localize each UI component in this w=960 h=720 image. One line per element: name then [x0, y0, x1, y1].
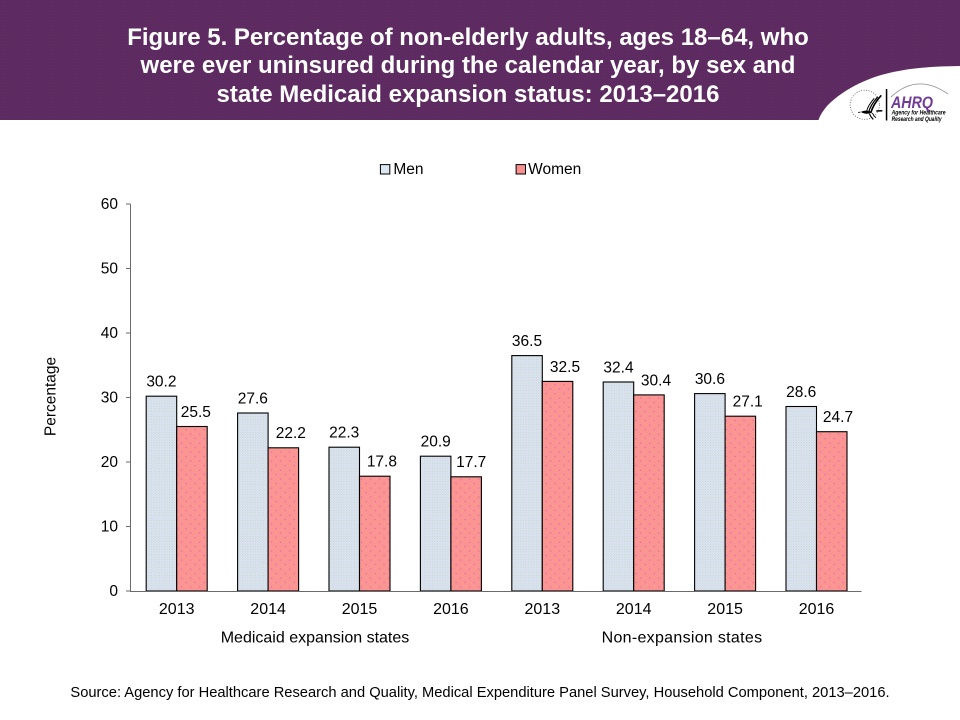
svg-text:22.3: 22.3 [329, 425, 359, 442]
svg-text:2014: 2014 [616, 601, 652, 618]
svg-text:AHRQ: AHRQ [890, 94, 933, 112]
svg-text:Percentage: Percentage [43, 357, 60, 436]
svg-text:Agency for Healthcare: Agency for Healthcare [891, 110, 946, 116]
svg-text:50: 50 [101, 261, 119, 278]
svg-text:28.6: 28.6 [786, 384, 816, 401]
svg-text:60: 60 [101, 196, 119, 213]
svg-text:20.9: 20.9 [421, 434, 451, 451]
svg-text:10: 10 [101, 519, 119, 536]
svg-text:2016: 2016 [433, 601, 469, 618]
svg-text:2013: 2013 [525, 601, 561, 618]
svg-text:2013: 2013 [159, 601, 195, 618]
svg-text:Non-expansion states: Non-expansion states [602, 630, 763, 647]
svg-text:36.5: 36.5 [512, 333, 542, 350]
svg-text:20: 20 [101, 454, 119, 471]
svg-text:25.5: 25.5 [181, 404, 211, 421]
svg-text:30: 30 [101, 390, 119, 407]
svg-text:27.6: 27.6 [238, 390, 268, 407]
svg-text:Research and Quality: Research and Quality [892, 117, 943, 123]
svg-text:30.2: 30.2 [146, 374, 176, 391]
svg-text:2015: 2015 [342, 601, 378, 618]
svg-text:30.6: 30.6 [695, 371, 725, 388]
svg-text:2016: 2016 [799, 601, 835, 618]
svg-text:17.7: 17.7 [456, 454, 486, 471]
svg-text:27.1: 27.1 [733, 394, 763, 411]
svg-text:24.7: 24.7 [823, 409, 853, 426]
svg-text:17.8: 17.8 [367, 454, 397, 471]
svg-text:32.5: 32.5 [550, 359, 580, 376]
svg-text:Medicaid expansion states: Medicaid expansion states [221, 630, 410, 647]
svg-text:40: 40 [101, 325, 119, 342]
svg-text:Source: Agency for Healthcare: Source: Agency for Healthcare Research a… [70, 685, 889, 701]
svg-text:Women: Women [528, 161, 581, 178]
svg-text:22.2: 22.2 [276, 425, 306, 442]
svg-text:30.4: 30.4 [641, 372, 672, 389]
svg-text:2015: 2015 [707, 601, 743, 618]
svg-text:2014: 2014 [250, 601, 286, 618]
svg-text:32.4: 32.4 [603, 359, 634, 376]
svg-text:0: 0 [109, 583, 118, 600]
svg-text:Men: Men [393, 161, 423, 178]
